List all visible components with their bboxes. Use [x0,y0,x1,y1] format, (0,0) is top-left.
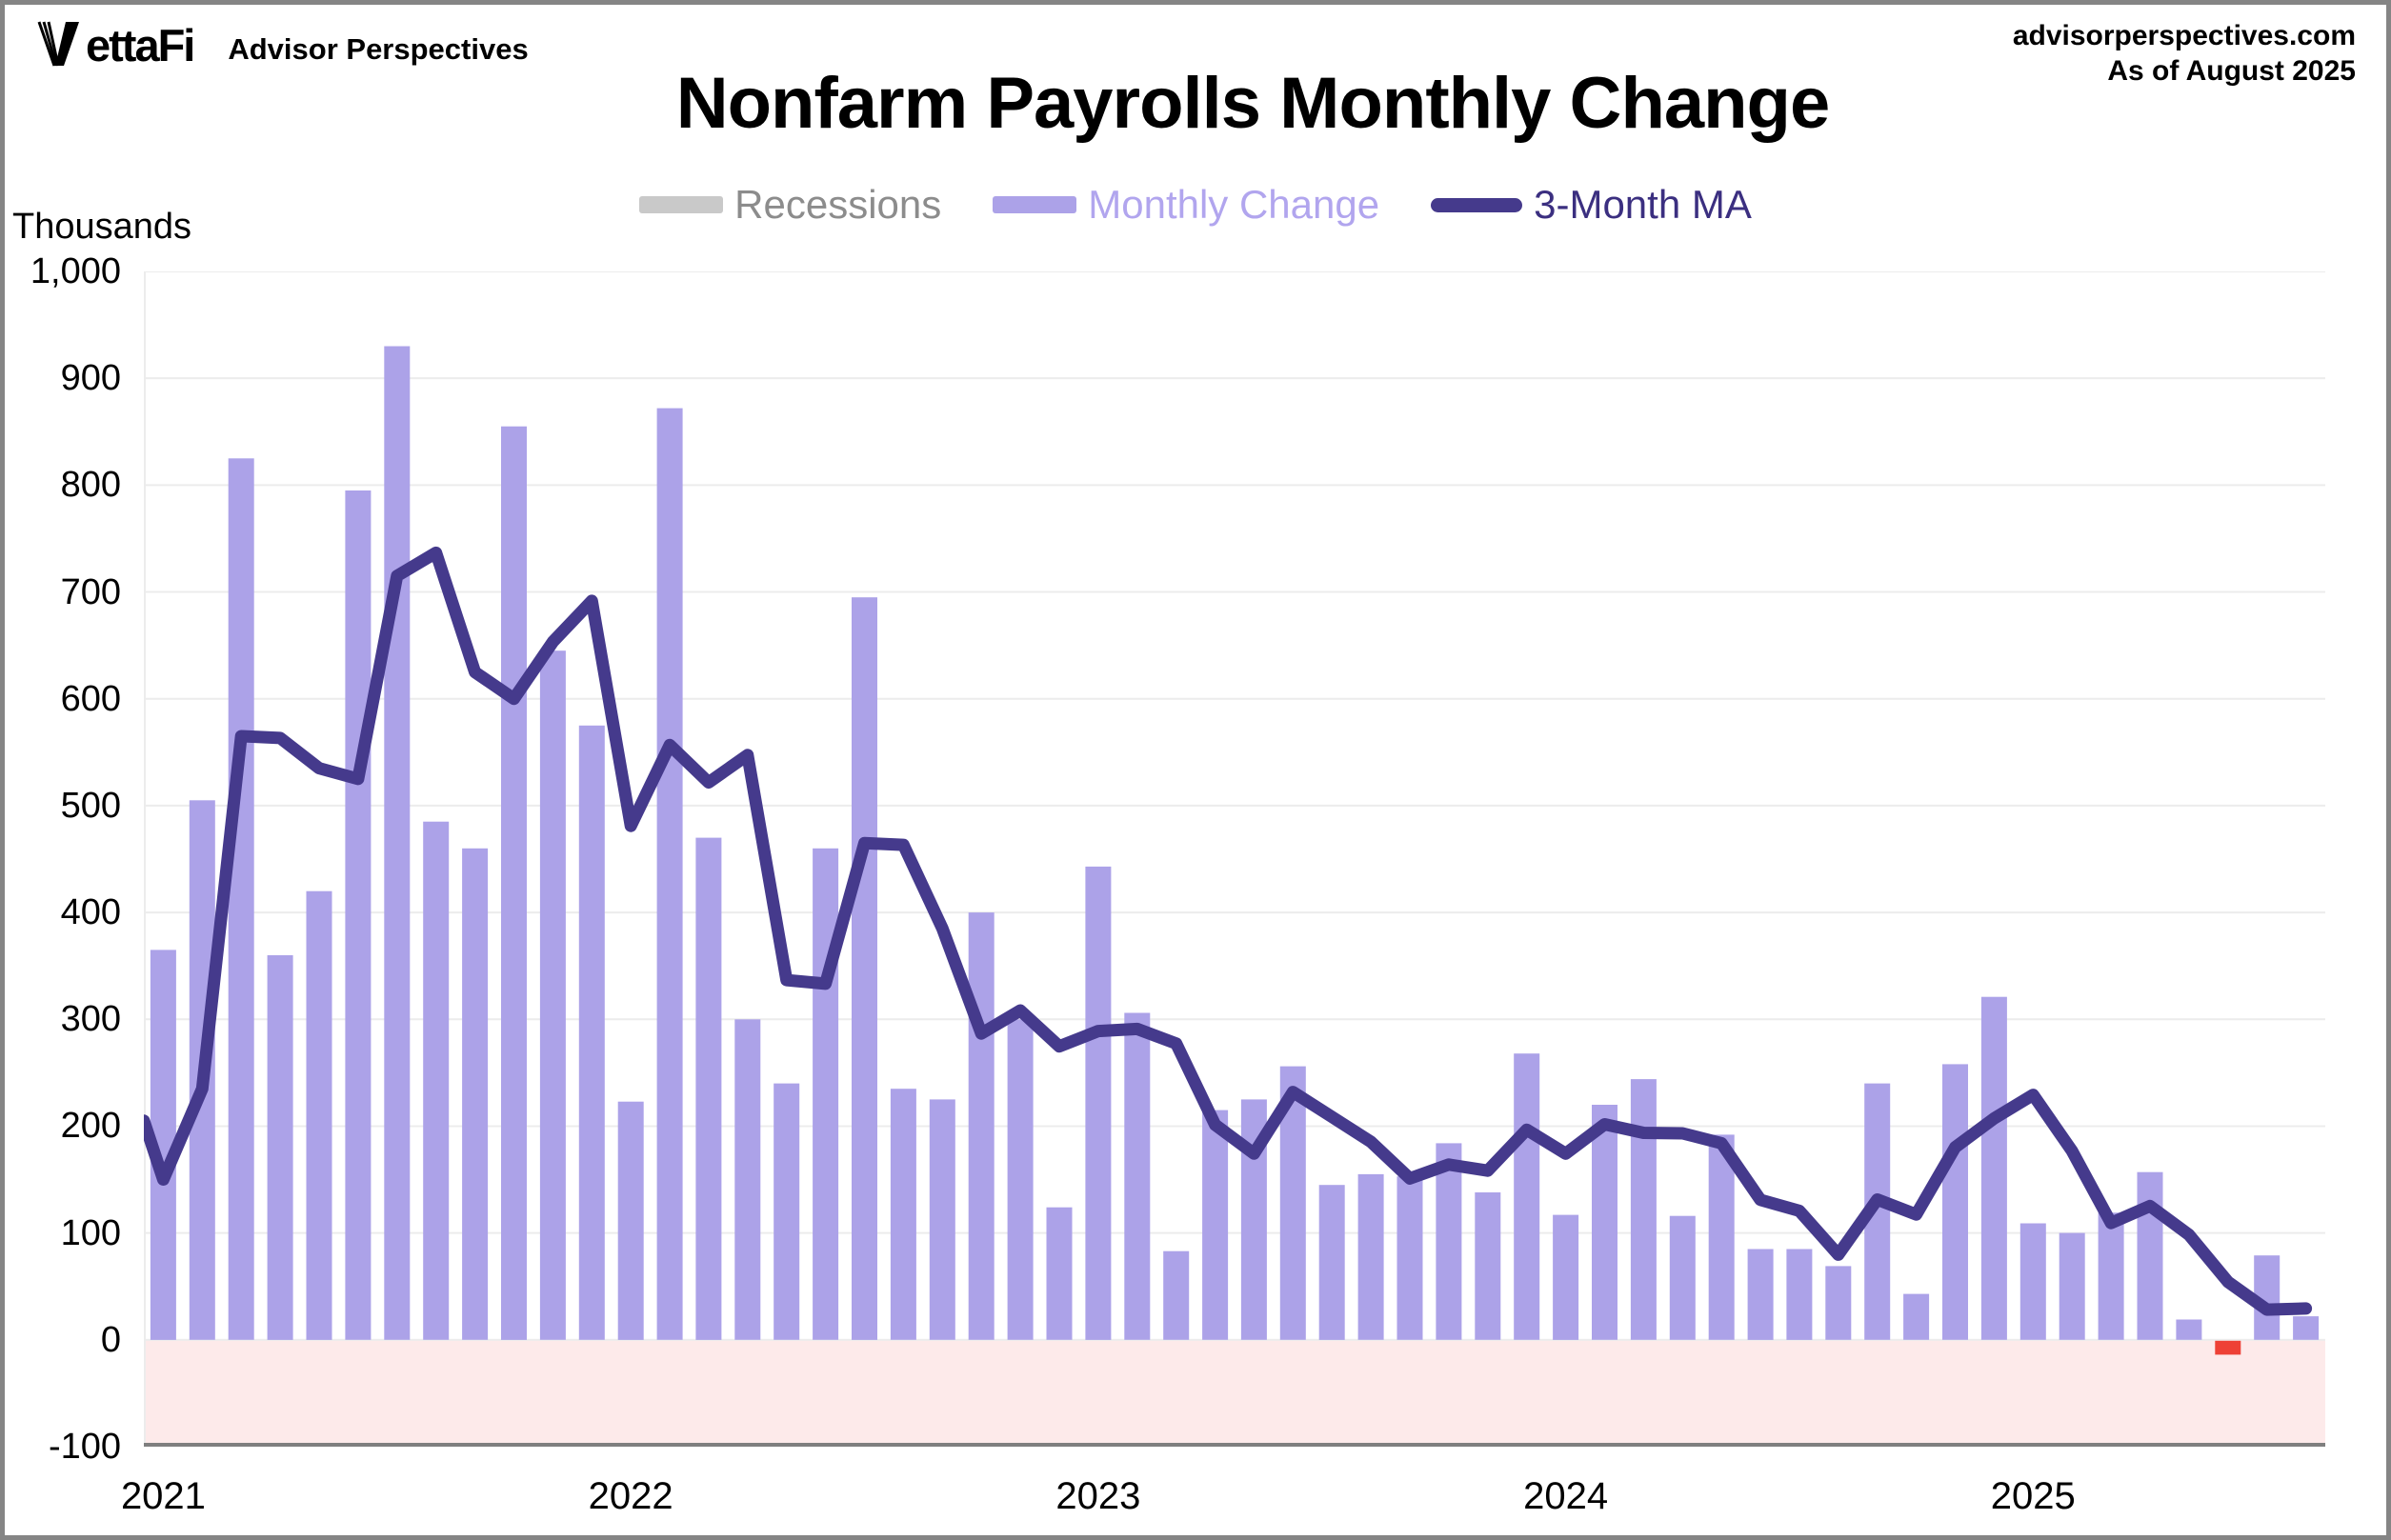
source-attribution: advisorperspectives.com As of August 202… [2013,18,2356,89]
bar [1669,1215,1696,1340]
bar [1592,1105,1617,1340]
y-tick-label: 900 [60,358,121,399]
recessions-swatch-icon [639,196,724,213]
brand-subtitle: Advisor Perspectives [228,32,529,66]
below-zero-shade [144,1339,2325,1447]
chart-title: Nonfarm Payrolls Monthly Change [675,63,1831,144]
legend-item-monthly-change: Monthly Change [993,182,1379,228]
legend: Recessions Monthly Change 3-Month MA [5,182,2386,228]
brand: ettaFi Advisor Perspectives [36,20,529,68]
bar [267,955,293,1340]
y-tick-label: 500 [60,785,121,826]
bar [2098,1212,2124,1340]
bar [2019,1223,2046,1340]
bar [852,597,877,1340]
bar [1124,1012,1151,1340]
monthly-change-bars [150,346,2320,1355]
bar [968,912,995,1340]
bar [1396,1176,1423,1340]
legend-item-3-month-ma: 3-Month MA [1431,182,1752,228]
bar [306,890,332,1340]
bar [1942,1064,1968,1340]
bar [1708,1134,1735,1340]
vettafi-logo-v [37,21,79,67]
y-tick-label: 700 [60,571,121,612]
x-tick-label: 2024 [1523,1475,1609,1517]
legend-label: Recessions [734,182,942,227]
bar [1903,1293,1930,1340]
monthly-change-swatch-icon [993,196,1077,213]
plot-area [144,271,2325,1447]
bar [2176,1319,2202,1340]
bar [1514,1053,1540,1340]
y-tick-label: 800 [60,465,121,506]
bar [2293,1316,2320,1340]
bar [1747,1249,1774,1340]
bar-negative [2215,1340,2241,1355]
legend-label: Monthly Change [1088,182,1380,227]
bar [929,1099,955,1340]
legend-item-recessions: Recessions [639,182,941,228]
x-tick-label: 2023 [1055,1475,1141,1517]
y-tick-label: 1,000 [30,251,121,291]
y-tick-label: 300 [60,999,121,1040]
bar [1046,1207,1073,1340]
bar [1357,1173,1384,1340]
bar [1630,1079,1657,1340]
brand-name: ettaFi [86,20,195,70]
bar [734,1019,761,1340]
bar [462,848,489,1340]
bar [1085,866,1112,1340]
x-tick-label: 2025 [1990,1475,2076,1517]
bar [1436,1143,1462,1340]
bar [228,458,254,1340]
source-url: advisorperspectives.com [2012,20,2356,51]
bar [890,1089,916,1340]
bar [695,837,722,1340]
y-tick-label: 600 [60,678,121,719]
y-tick-label: -100 [48,1427,121,1467]
bar [345,490,372,1340]
y-tick-label: 100 [60,1212,121,1253]
bar [501,426,527,1340]
bar [1007,1019,1034,1340]
x-tick-label: 2022 [588,1475,673,1517]
bar [1318,1185,1345,1340]
bar [423,821,450,1340]
bar [617,1101,644,1340]
y-tick-label: 400 [60,892,121,933]
y-tick-label: 200 [60,1106,121,1147]
bar [774,1083,800,1340]
x-tick-label: 2021 [120,1475,206,1517]
three-month-ma-line [144,546,2313,1316]
bar [1475,1192,1501,1340]
bar [2059,1232,2085,1340]
bar [656,408,683,1340]
bar [539,650,566,1340]
bar [1553,1214,1579,1340]
bar [2137,1171,2163,1340]
ma-line-swatch-icon [1431,197,1523,212]
bar [1163,1250,1190,1340]
as-of-date: As of August 2025 [2107,55,2356,87]
bar [1980,996,2007,1340]
legend-label: 3-Month MA [1534,182,1752,227]
bar [813,848,839,1340]
bar [578,725,605,1340]
bar [1825,1266,1852,1340]
bar [384,346,411,1340]
y-axis-units-label: Thousands [12,207,192,247]
y-tick-label: 0 [100,1319,121,1360]
bar [1786,1249,1813,1340]
bar [1202,1110,1229,1340]
